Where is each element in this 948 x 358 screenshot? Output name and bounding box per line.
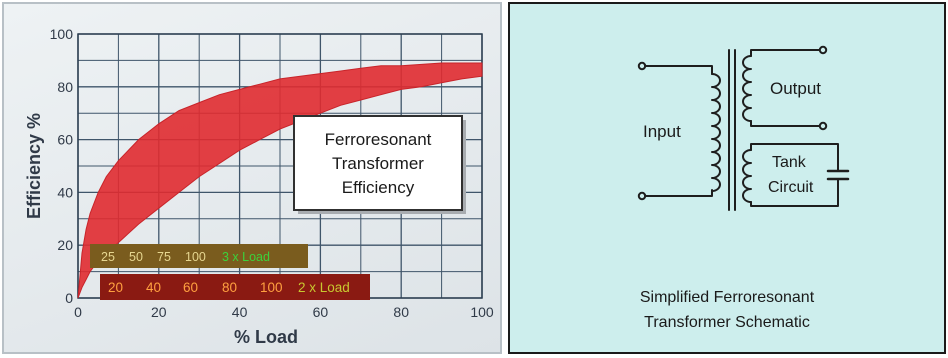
load-scale-2x-value: 60: [183, 280, 198, 295]
tank-circuit-wires: [750, 143, 839, 207]
output-winding: [742, 55, 752, 122]
y-axis-label: Efficiency %: [24, 113, 44, 219]
transformer-core: [728, 49, 736, 211]
annotation-line-1: Ferroresonant: [325, 130, 432, 149]
y-tick-label: 60: [57, 132, 73, 148]
y-tick-label: 40: [57, 184, 73, 200]
x-axis-label: % Load: [234, 327, 298, 347]
load-scale-2x-label: 2 x Load: [298, 280, 350, 295]
load-scale-3x-value: 25: [101, 250, 115, 264]
load-scale-3x-value: 75: [157, 250, 171, 264]
x-tick-label: 0: [74, 304, 82, 320]
load-scale-2x-value: 100: [260, 280, 283, 295]
x-tick-label: 40: [232, 304, 248, 320]
input-label: Input: [643, 122, 681, 141]
x-tick-label: 100: [470, 304, 494, 320]
load-scale-2x: 20 40 60 80 100 2 x Load: [100, 274, 370, 300]
schematic-caption-line-1: Simplified Ferroresonant: [640, 289, 815, 306]
y-tick-label: 20: [57, 237, 73, 253]
y-tick-label: 0: [65, 290, 73, 306]
y-tick-label: 80: [57, 79, 73, 95]
primary-winding: [711, 73, 721, 192]
y-tick-label: 100: [50, 26, 74, 42]
chart-annotation-box: Ferroresonant Transformer Efficiency: [293, 115, 466, 214]
load-scale-3x: 25 50 75 100 3 x Load: [90, 244, 308, 268]
schematic-caption-line-2: Transformer Schematic: [644, 314, 810, 331]
annotation-line-3: Efficiency: [342, 178, 415, 197]
annotation-line-2: Transformer: [332, 154, 424, 173]
load-scale-2x-value: 40: [146, 280, 161, 295]
load-scale-3x-value: 50: [129, 250, 143, 264]
transformer-schematic: Input Output Tank Circuit Simplified Fer…: [637, 45, 850, 331]
x-tick-label: 20: [151, 304, 167, 320]
x-tick-label: 60: [313, 304, 329, 320]
tank-winding: [742, 149, 752, 203]
load-scale-2x-value: 20: [108, 280, 123, 295]
efficiency-chart: 0 20 40 60 80 100 0 20 40 60 80 100 % Load Efficie…: [24, 26, 494, 347]
x-axis-ticks: 0 20 40 60 80 100: [74, 304, 494, 320]
load-scale-3x-value: 100: [185, 250, 206, 264]
x-tick-label: 80: [393, 304, 409, 320]
transformer-schematic-panel: Input Output Tank Circuit Simplified Fer…: [508, 2, 946, 354]
tank-label-line-2: Circuit: [768, 179, 814, 196]
load-scale-3x-label: 3 x Load: [222, 250, 270, 264]
efficiency-chart-panel: 0 20 40 60 80 100 0 20 40 60 80 100 % Load Efficie…: [2, 2, 502, 354]
efficiency-band: [77, 62, 483, 299]
capacitor-icon: [826, 169, 850, 181]
tank-label-line-1: Tank: [772, 154, 807, 171]
output-label: Output: [770, 79, 821, 98]
load-scale-2x-value: 80: [222, 280, 237, 295]
y-axis-ticks: 0 20 40 60 80 100: [50, 26, 74, 306]
output-wires: [750, 45, 828, 131]
